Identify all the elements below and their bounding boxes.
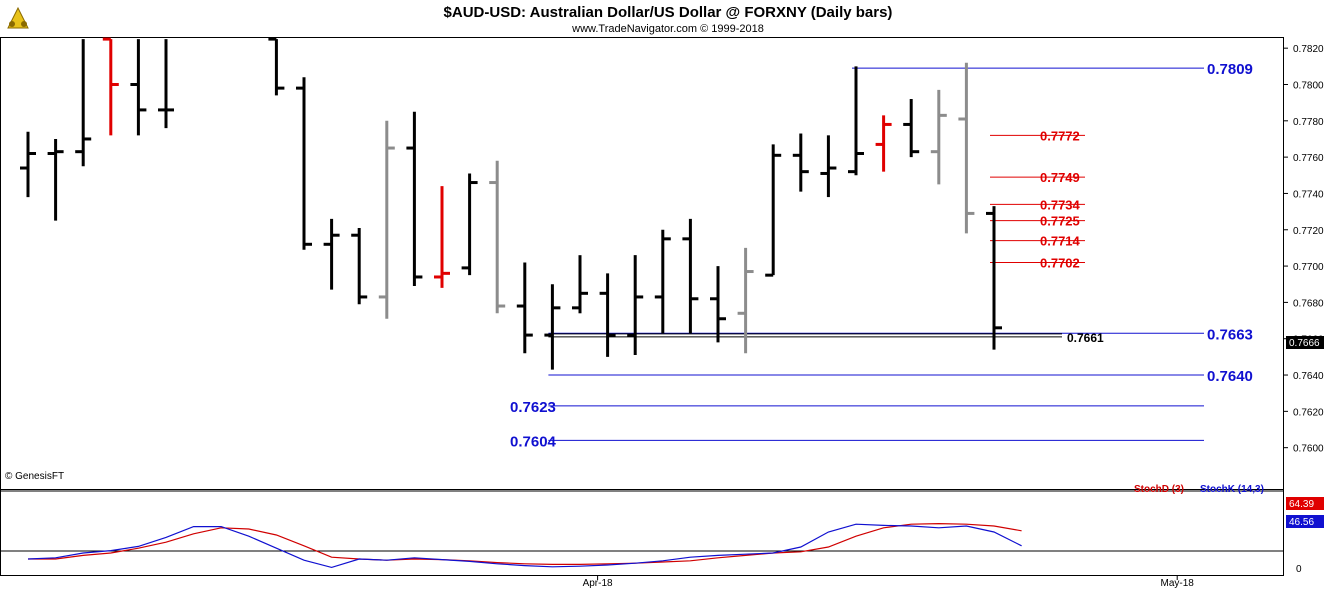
ohlc-bar [461,173,478,276]
last-price-badge [1286,336,1324,349]
level-label: 0.7702 [1040,255,1080,270]
ohlc-bar [875,115,892,172]
ohlc-bar [406,111,423,287]
ohlc-bar [158,39,174,129]
level-label: 0.7663 [1207,326,1253,343]
stochk-last-value: 46.56 [1289,517,1314,528]
stoch-panel-frame [0,489,1284,576]
y-tick-label: 0.7780 [1293,117,1324,128]
y-tick-label: 0.7760 [1293,153,1324,164]
ohlc-bar [516,262,533,354]
ohlc-bar [820,135,837,198]
ohlc-bar [489,160,506,314]
logo-icon [7,6,29,29]
ohlc-bar [930,89,947,185]
ohlc-bar [102,37,119,136]
ohlc-bar [986,206,1002,350]
stochastic-panel [27,522,1022,569]
level-label: 0.7714 [1040,234,1081,249]
ohlc-bar [75,39,92,167]
stochk-last-badge [1286,515,1324,528]
level-label: 0.7640 [1207,368,1253,385]
ohlc-bar [572,255,588,314]
y-tick-label: 0.7800 [1293,80,1324,91]
stochd-line [28,522,1022,566]
stochd-last-value: 64.39 [1289,499,1314,510]
ohlc-bar [903,99,920,158]
level-label: 0.7734 [1040,197,1081,212]
x-axis: Apr-18 May-18 [583,575,1195,589]
level-label: 0.7749 [1040,170,1080,185]
ohlc-bar [378,120,395,319]
ohlc-bar [792,133,809,192]
ohlc-bar [20,131,36,198]
ohlc-bar [958,62,975,234]
legend-stochd: StochD (3) [1134,484,1184,495]
price-panel-frame [0,37,1284,490]
ohlc-bar [434,186,450,288]
copyright-label: © GenesisFT [5,471,64,482]
support-label: 0.7661 [1067,331,1104,345]
ohlc-bar [654,229,671,334]
ohlc-bar [682,218,699,334]
chart-title: $AUD-USD: Australian Dollar/US Dollar @ … [444,4,893,21]
ohlc-bar [627,255,644,356]
ohlc-bar [47,138,64,221]
y-axis: 0.7820 0.7800 0.7780 0.7760 0.7740 0.7720 0.77… [1283,44,1324,455]
y-tick-label: 0.7820 [1293,44,1324,55]
level-label: 0.7772 [1040,128,1080,143]
y-tick-label: 0.7700 [1293,262,1324,273]
y-tick-label: 0.7720 [1293,226,1324,237]
y-tick-label: 0.7600 [1293,444,1324,455]
ohlc-bar [765,144,782,277]
ohlc-bar [130,39,147,136]
y-tick-label: 0.7740 [1293,189,1324,200]
level-label: 0.7623 [510,399,556,416]
ohlc-bar [296,77,312,250]
ohlc-bar [351,227,368,305]
ohlc-bar [737,247,754,354]
level-label: 0.7604 [510,433,557,450]
ohlc-bar [710,266,726,343]
ohlc-bar [848,66,864,176]
price-levels: 0.7809 0.7772 0.7749 0.7734 0.7725 0.7714 0.77… [510,61,1253,450]
stochd-last-badge [1286,497,1324,510]
legend-stochk: StochK (14,3) [1200,484,1264,495]
ohlc-bar [268,37,285,96]
y-tick-label: 0.7640 [1293,371,1324,382]
x-tick-label: May-18 [1161,578,1195,589]
price-bars [20,37,1002,370]
last-price-value: 0.7666 [1289,338,1320,349]
stoch-axis-zero: 0 [1296,564,1302,575]
x-tick-label: Apr-18 [583,578,613,589]
level-label: 0.7725 [1040,214,1080,229]
chart-subtitle: www.TradeNavigator.com © 1999-2018 [571,23,764,35]
y-tick-label: 0.7620 [1293,407,1324,418]
ohlc-bar [599,273,616,357]
stochk-line [27,523,1022,569]
level-label: 0.7809 [1207,61,1253,78]
ohlc-bar [544,284,561,370]
ohlc-bar [323,218,340,290]
y-tick-label: 0.7680 [1293,298,1324,309]
